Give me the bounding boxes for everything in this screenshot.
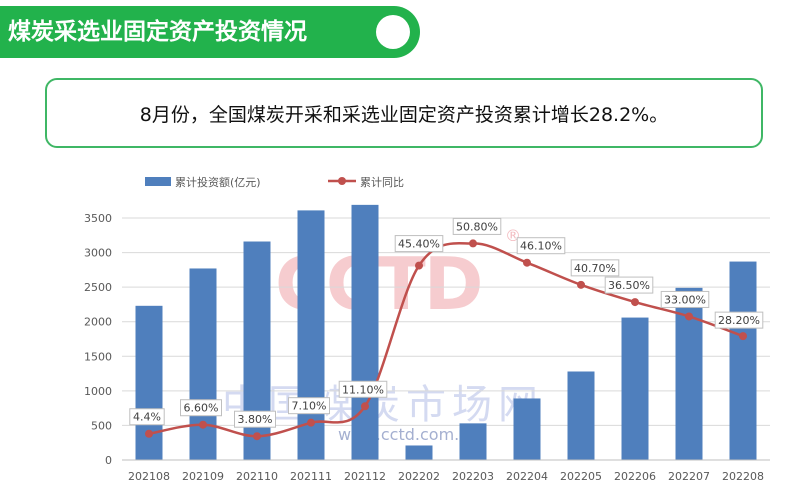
line-point bbox=[415, 261, 423, 270]
line-point bbox=[469, 239, 477, 248]
x-tick-label: 202110 bbox=[236, 470, 278, 483]
data-label: 33.00% bbox=[664, 293, 706, 306]
line-point bbox=[361, 402, 369, 411]
data-label-box bbox=[570, 259, 620, 277]
data-label: 36.50% bbox=[608, 279, 650, 292]
x-tick-label: 202202 bbox=[398, 470, 440, 483]
y-tick-label: 1500 bbox=[84, 350, 112, 363]
line-point bbox=[523, 258, 531, 267]
legend-bar-swatch bbox=[145, 177, 171, 186]
line-point bbox=[631, 298, 639, 307]
data-label-box bbox=[288, 397, 330, 415]
y-tick-label: 3000 bbox=[84, 247, 112, 260]
bar bbox=[351, 204, 379, 460]
x-tick-label: 202111 bbox=[290, 470, 332, 483]
x-tick-label: 202204 bbox=[506, 470, 548, 483]
bar bbox=[729, 261, 757, 460]
line-point bbox=[145, 429, 153, 438]
line-point bbox=[199, 420, 207, 429]
x-tick-label: 202206 bbox=[614, 470, 656, 483]
data-label-box bbox=[604, 276, 654, 294]
data-label-box bbox=[660, 290, 710, 308]
x-tick-label: 202205 bbox=[560, 470, 602, 483]
y-tick-label: 1000 bbox=[84, 385, 112, 398]
data-label-box bbox=[129, 408, 165, 426]
data-label-box bbox=[714, 311, 764, 329]
bar bbox=[297, 210, 325, 460]
x-tick-label: 202207 bbox=[668, 470, 710, 483]
legend-bar-label: 累计投资额(亿元) bbox=[175, 175, 261, 189]
title-circle-icon bbox=[376, 15, 410, 49]
data-label-box bbox=[234, 410, 276, 428]
data-label: 50.80% bbox=[456, 220, 498, 233]
data-label-box bbox=[516, 237, 566, 255]
bar bbox=[189, 268, 217, 460]
data-label-box bbox=[394, 235, 444, 253]
data-label: 11.10% bbox=[342, 383, 384, 396]
x-tick-label: 202203 bbox=[452, 470, 494, 483]
data-label: 7.10% bbox=[292, 400, 327, 413]
legend: 累计投资额(亿元) 累计同比 bbox=[145, 175, 404, 189]
legend-line-marker bbox=[338, 177, 346, 185]
summary-box: 8月份，全国煤炭开采和采选业固定资产投资累计增长28.2%。 bbox=[45, 78, 763, 148]
line-point bbox=[307, 418, 315, 427]
y-tick-label: 2500 bbox=[84, 281, 112, 294]
x-tick-label: 202109 bbox=[182, 470, 224, 483]
bar bbox=[567, 371, 595, 460]
y-tick-label: 500 bbox=[91, 419, 112, 432]
bar bbox=[459, 423, 487, 460]
x-tick-label: 202108 bbox=[128, 470, 170, 483]
data-label: 28.20% bbox=[718, 314, 760, 327]
bar bbox=[405, 445, 433, 460]
legend-line-label: 累计同比 bbox=[360, 176, 404, 189]
line-point bbox=[577, 280, 585, 289]
data-label: 46.10% bbox=[520, 240, 562, 253]
y-tick-label: 0 bbox=[105, 454, 112, 467]
bar bbox=[513, 398, 541, 460]
data-label: 6.60% bbox=[184, 402, 219, 415]
line-point bbox=[685, 312, 693, 321]
series-line bbox=[148, 242, 744, 438]
line-point bbox=[739, 332, 747, 341]
page-title: 煤炭采选业固定资产投资情况 bbox=[8, 19, 307, 45]
data-label: 3.80% bbox=[238, 413, 273, 426]
x-tick-label: 202208 bbox=[722, 470, 764, 483]
data-label-box bbox=[452, 217, 502, 235]
data-label: 45.40% bbox=[398, 238, 440, 251]
bar bbox=[621, 317, 649, 460]
y-tick-label: 3500 bbox=[84, 212, 112, 225]
y-tick-label: 2000 bbox=[84, 316, 112, 329]
data-label: 4.4% bbox=[133, 411, 161, 424]
data-label-box bbox=[338, 380, 388, 398]
data-label-box bbox=[180, 399, 222, 417]
data-label: 40.70% bbox=[574, 262, 616, 275]
summary-text: 8月份，全国煤炭开采和采选业固定资产投资累计增长28.2%。 bbox=[139, 103, 669, 126]
title-banner: 煤炭采选业固定资产投资情况 bbox=[0, 6, 420, 58]
x-tick-label: 202112 bbox=[344, 470, 386, 483]
line-point bbox=[253, 432, 261, 441]
